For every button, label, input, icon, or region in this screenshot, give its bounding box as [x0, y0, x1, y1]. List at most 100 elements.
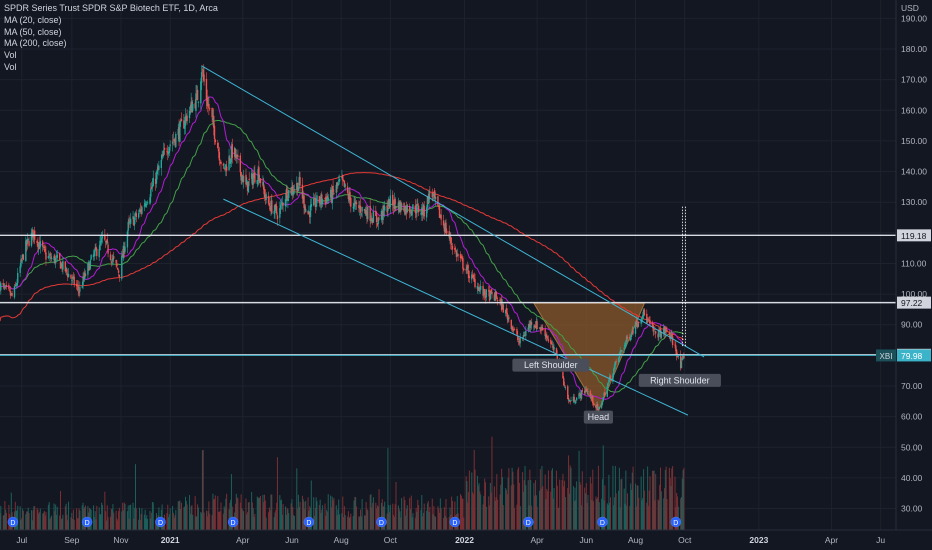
candle-body — [107, 244, 109, 254]
price-tick-label: 90.00 — [901, 320, 923, 330]
legend-ma20[interactable]: MA (20, close) — [4, 14, 62, 25]
candle-body — [338, 179, 341, 182]
candle-body — [118, 274, 121, 277]
volume-bar — [429, 506, 431, 530]
candle-body — [380, 210, 383, 220]
candle-body — [253, 173, 255, 179]
dividend-icon — [670, 516, 682, 528]
volume-bar — [73, 519, 75, 530]
volume-bar — [225, 498, 227, 530]
volume-bar — [632, 466, 634, 530]
lower-channel-trendline — [223, 198, 689, 416]
volume-bar — [664, 488, 666, 530]
symbol-tag-label: XBI — [880, 352, 893, 361]
volume-bar — [342, 496, 344, 530]
candle-body — [183, 123, 186, 129]
candle-body — [613, 364, 616, 370]
candle-body — [459, 254, 462, 259]
candle-body — [589, 390, 592, 396]
volume-bar — [67, 520, 69, 530]
volume-bar — [404, 500, 406, 530]
horizontal-levels[interactable] — [0, 234, 896, 356]
volume-bar — [558, 507, 560, 530]
candle-body — [472, 275, 475, 278]
candle-body — [437, 196, 439, 206]
volume-bar — [194, 496, 196, 530]
volume-bar — [490, 492, 492, 530]
candle-body — [378, 218, 380, 220]
time-axis[interactable]: Jul Sep Nov 2021 Apr Jun Aug Oct 2022 Apr Jun Aug Oc… — [0, 529, 932, 550]
volume-bar — [111, 509, 113, 530]
candle-body — [78, 291, 80, 293]
legend-volume-2[interactable]: Vol — [4, 61, 17, 72]
volume-bar — [624, 503, 626, 530]
volume-bar — [207, 511, 209, 530]
candle-body — [155, 172, 158, 184]
legend-ma200[interactable]: MA (200, close) — [4, 38, 67, 49]
candle-body — [84, 273, 87, 276]
candle-body — [292, 185, 294, 193]
volume-bar — [415, 507, 417, 530]
candle-body — [422, 204, 425, 216]
candle-body — [274, 204, 276, 213]
volume-bar — [315, 497, 317, 530]
candle-body — [409, 212, 412, 214]
legend-volume[interactable]: Vol — [4, 50, 17, 61]
volume-bar — [384, 501, 386, 530]
candle-body — [606, 386, 608, 397]
volume-bar — [49, 519, 51, 530]
candle-body — [364, 209, 367, 214]
volume-bar — [106, 505, 108, 530]
volume-bar — [630, 483, 632, 530]
volume-bar — [326, 511, 328, 530]
candle-body — [431, 192, 433, 198]
level-price-label: 119.18 — [901, 231, 927, 241]
candle-body — [98, 249, 100, 258]
candle-body — [304, 208, 307, 213]
volume-bar — [580, 484, 582, 530]
volume-bar — [378, 489, 380, 530]
candle-body — [132, 216, 134, 219]
volume-bar — [406, 505, 408, 530]
candle-body — [298, 177, 300, 185]
volume-bar — [94, 511, 96, 530]
volume-bar — [400, 517, 402, 530]
price-axis[interactable]: USD30.0040.0050.0060.0070.0080.0090.0010… — [876, 0, 932, 550]
candle-body — [615, 361, 617, 363]
candle-body — [681, 357, 683, 361]
candle-body — [99, 240, 101, 251]
volume-bar — [514, 507, 516, 530]
candle-body — [341, 176, 343, 179]
candle-body — [595, 405, 597, 408]
candle-body — [258, 167, 260, 182]
candle-body — [39, 241, 42, 248]
volume-bar — [446, 517, 448, 530]
candle-body — [95, 246, 97, 250]
candle-body — [442, 220, 445, 226]
volume-bar — [647, 466, 649, 530]
candle-body — [652, 325, 654, 332]
candle-body — [177, 128, 179, 136]
volume-bar — [105, 520, 107, 530]
volume-bar — [66, 514, 68, 530]
volume-bar — [107, 517, 109, 530]
volume-bar — [339, 514, 341, 530]
volume-bar — [500, 484, 502, 530]
legend-ma50[interactable]: MA (50, close) — [4, 26, 62, 37]
volume-bar — [614, 497, 616, 530]
volume-bar — [280, 500, 282, 530]
volume-bar — [522, 491, 524, 530]
candle-body — [433, 190, 436, 199]
volume-bar — [681, 478, 683, 530]
annotation: Head — [583, 410, 614, 424]
candle-body — [473, 278, 475, 280]
trendlines[interactable] — [201, 65, 705, 416]
volume-bar — [483, 495, 485, 530]
volume-bar — [252, 508, 254, 530]
candle-body — [325, 196, 327, 204]
volume-bar — [174, 515, 176, 530]
time-tick-label: Jul — [16, 535, 27, 545]
volume-bar — [208, 501, 210, 530]
volume-bar — [505, 490, 507, 530]
